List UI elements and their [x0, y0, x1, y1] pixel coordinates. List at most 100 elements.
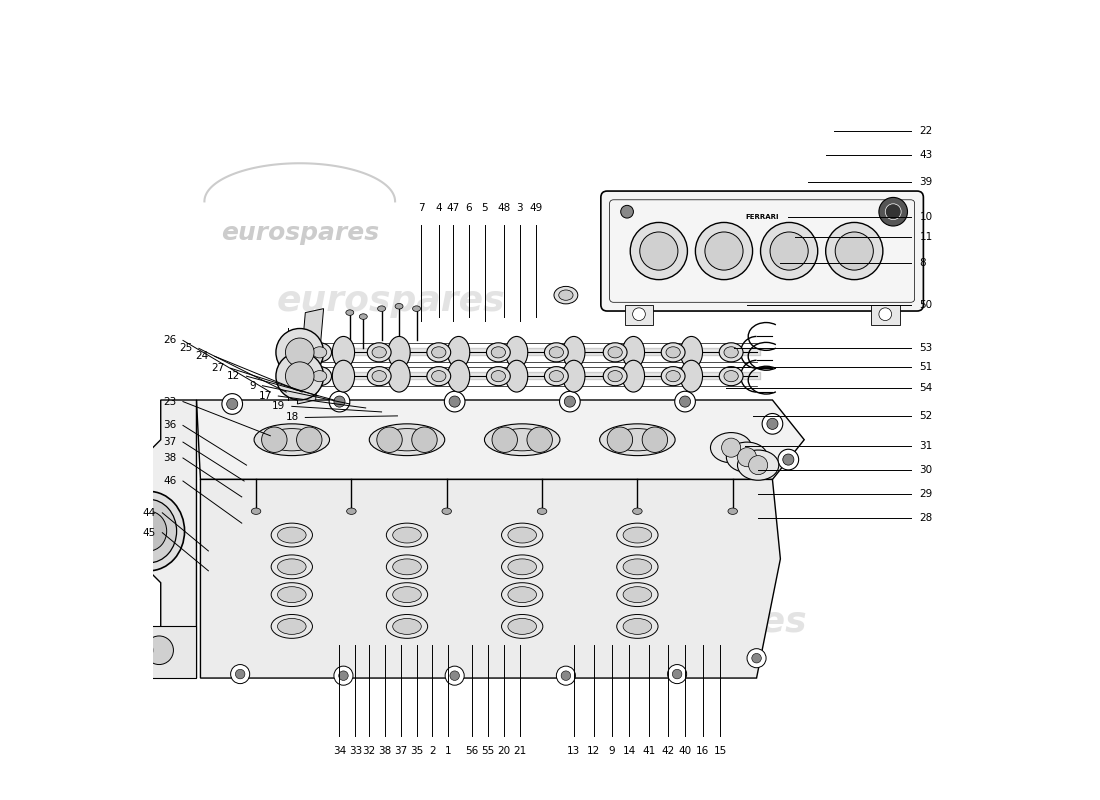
Ellipse shape	[492, 370, 506, 382]
Text: 9: 9	[608, 746, 615, 756]
Circle shape	[879, 308, 892, 321]
Text: 42: 42	[661, 746, 674, 756]
Ellipse shape	[121, 499, 177, 563]
Text: 46: 46	[164, 476, 177, 486]
Ellipse shape	[393, 527, 421, 543]
Ellipse shape	[623, 559, 651, 574]
Text: 55: 55	[482, 746, 495, 756]
Text: 20: 20	[497, 746, 510, 756]
Ellipse shape	[563, 360, 585, 392]
Circle shape	[749, 456, 768, 474]
Circle shape	[450, 671, 460, 681]
Ellipse shape	[486, 366, 510, 386]
Circle shape	[722, 438, 740, 457]
Ellipse shape	[266, 429, 318, 451]
Circle shape	[124, 636, 153, 665]
Text: 29: 29	[920, 489, 933, 498]
Text: 26: 26	[164, 335, 177, 346]
Ellipse shape	[484, 424, 560, 456]
Text: 52: 52	[920, 411, 933, 421]
Ellipse shape	[393, 618, 421, 634]
Text: 4: 4	[436, 203, 442, 214]
Circle shape	[674, 391, 695, 412]
Ellipse shape	[386, 614, 428, 638]
Text: 35: 35	[410, 746, 424, 756]
Circle shape	[620, 206, 634, 218]
Circle shape	[751, 654, 761, 663]
Circle shape	[276, 329, 323, 376]
Text: 49: 49	[529, 203, 542, 214]
Ellipse shape	[388, 337, 410, 368]
Text: 19: 19	[272, 402, 286, 411]
Ellipse shape	[506, 360, 528, 392]
Circle shape	[377, 427, 403, 453]
Ellipse shape	[393, 559, 421, 574]
Text: 38: 38	[378, 746, 392, 756]
Circle shape	[705, 232, 744, 270]
Text: 41: 41	[642, 746, 656, 756]
Circle shape	[564, 396, 575, 407]
Ellipse shape	[617, 523, 658, 547]
Circle shape	[770, 232, 808, 270]
Circle shape	[640, 232, 678, 270]
Ellipse shape	[393, 586, 421, 602]
Text: FERRARI: FERRARI	[746, 214, 779, 220]
Circle shape	[227, 398, 238, 410]
Circle shape	[762, 414, 783, 434]
Text: 13: 13	[568, 746, 581, 756]
Ellipse shape	[680, 360, 703, 392]
Text: 27: 27	[211, 363, 224, 374]
Circle shape	[446, 666, 464, 686]
Ellipse shape	[508, 527, 537, 543]
Text: 37: 37	[394, 746, 407, 756]
Ellipse shape	[711, 433, 751, 462]
Text: 54: 54	[920, 383, 933, 393]
Text: 21: 21	[514, 746, 527, 756]
Circle shape	[668, 665, 686, 684]
Ellipse shape	[382, 429, 432, 451]
Text: 45: 45	[143, 528, 156, 538]
Polygon shape	[197, 400, 804, 479]
Text: 6: 6	[465, 203, 472, 214]
Circle shape	[695, 222, 752, 280]
Ellipse shape	[367, 342, 392, 362]
Ellipse shape	[623, 618, 651, 634]
Text: 39: 39	[920, 177, 933, 186]
Ellipse shape	[360, 314, 367, 319]
Text: 24: 24	[195, 351, 208, 362]
Polygon shape	[125, 626, 197, 678]
Ellipse shape	[724, 370, 738, 382]
Ellipse shape	[502, 555, 543, 578]
Ellipse shape	[508, 618, 537, 634]
Ellipse shape	[431, 346, 446, 358]
Ellipse shape	[277, 559, 306, 574]
Ellipse shape	[386, 523, 428, 547]
Text: eurospares: eurospares	[579, 606, 807, 639]
Circle shape	[449, 396, 460, 407]
Text: 28: 28	[920, 513, 933, 522]
Ellipse shape	[308, 342, 331, 362]
Circle shape	[527, 427, 552, 453]
Polygon shape	[133, 400, 197, 678]
Ellipse shape	[372, 346, 386, 358]
Circle shape	[826, 222, 883, 280]
Circle shape	[630, 222, 688, 280]
Ellipse shape	[346, 508, 356, 514]
Circle shape	[835, 232, 873, 270]
Circle shape	[760, 222, 817, 280]
Text: 18: 18	[286, 413, 299, 422]
Text: 38: 38	[164, 453, 177, 463]
Text: eurospares: eurospares	[277, 284, 505, 318]
Ellipse shape	[617, 614, 658, 638]
Ellipse shape	[312, 370, 327, 382]
Circle shape	[286, 362, 315, 390]
Polygon shape	[200, 479, 780, 678]
Text: 3: 3	[517, 203, 524, 214]
Circle shape	[334, 666, 353, 686]
Text: 17: 17	[258, 391, 272, 401]
Text: 50: 50	[920, 300, 933, 310]
Text: 12: 12	[227, 371, 240, 381]
Ellipse shape	[680, 337, 703, 368]
Ellipse shape	[608, 346, 623, 358]
Ellipse shape	[623, 586, 651, 602]
